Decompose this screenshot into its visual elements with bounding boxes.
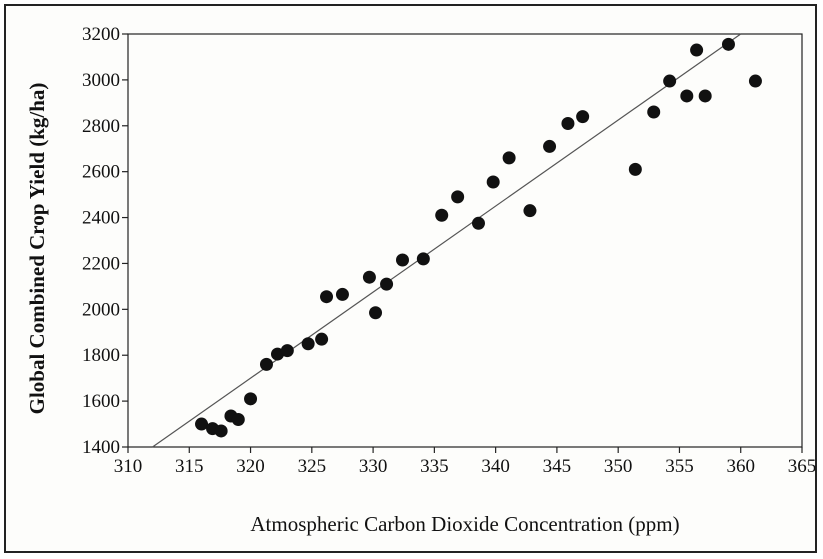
x-tick-label: 365 <box>788 456 817 477</box>
x-axis-title: Atmospheric Carbon Dioxide Concentration… <box>250 512 679 536</box>
data-point <box>680 89 694 103</box>
data-point <box>369 306 383 320</box>
y-axis: 1400 1600 1800 2000 2200 2400 2600 2800 3000 3200 <box>82 24 128 458</box>
data-point <box>690 43 704 57</box>
data-point <box>543 139 557 153</box>
data-point <box>214 424 228 438</box>
data-point <box>301 337 315 351</box>
x-tick-label: 330 <box>359 456 388 477</box>
data-point <box>471 216 485 230</box>
x-axis: 310 315 320 325 330 335 340 345 350 355 360 365 <box>114 447 817 477</box>
data-point <box>320 290 334 304</box>
data-point <box>335 287 349 301</box>
trendline <box>152 33 742 448</box>
data-point <box>362 270 376 284</box>
data-point <box>435 208 449 222</box>
x-tick-label: 355 <box>665 456 694 477</box>
x-tick-label: 310 <box>114 456 143 477</box>
data-point <box>663 74 677 88</box>
x-tick-label: 335 <box>420 456 449 477</box>
data-point <box>647 105 661 119</box>
data-points <box>195 37 762 438</box>
data-point <box>523 204 537 218</box>
y-tick-label: 1400 <box>82 437 120 458</box>
data-point <box>502 151 516 165</box>
x-tick-label: 360 <box>726 456 755 477</box>
data-point <box>315 332 329 346</box>
x-tick-label: 350 <box>604 456 633 477</box>
y-tick-label: 2200 <box>82 253 120 274</box>
data-point <box>244 392 258 406</box>
plot-area <box>127 33 803 448</box>
x-tick-label: 320 <box>236 456 265 477</box>
data-point <box>721 37 735 51</box>
x-tick-label: 345 <box>543 456 572 477</box>
y-tick-label: 1600 <box>82 391 120 412</box>
data-point <box>748 74 762 88</box>
data-point <box>259 357 273 371</box>
y-tick-label: 3200 <box>82 24 120 45</box>
x-tick-label: 340 <box>481 456 510 477</box>
data-point <box>380 277 394 291</box>
data-point <box>195 417 209 431</box>
x-tick-label: 315 <box>175 456 204 477</box>
data-point <box>231 412 245 426</box>
data-point <box>561 116 575 130</box>
data-point <box>628 162 642 176</box>
x-tick-label: 325 <box>298 456 327 477</box>
y-tick-label: 2800 <box>82 116 120 137</box>
y-axis-title: Global Combined Crop Yield (kg/ha) <box>25 83 49 415</box>
data-point <box>451 190 465 204</box>
data-point <box>396 253 410 267</box>
y-tick-label: 1800 <box>82 345 120 366</box>
y-tick-label: 2000 <box>82 299 120 320</box>
y-tick-label: 2600 <box>82 162 120 183</box>
data-point <box>486 175 500 189</box>
data-point <box>280 344 294 358</box>
data-point <box>698 89 712 103</box>
data-point <box>416 252 430 266</box>
data-point <box>271 347 285 361</box>
y-tick-label: 3000 <box>82 70 120 91</box>
y-tick-label: 2400 <box>82 208 120 229</box>
data-point <box>576 110 590 124</box>
